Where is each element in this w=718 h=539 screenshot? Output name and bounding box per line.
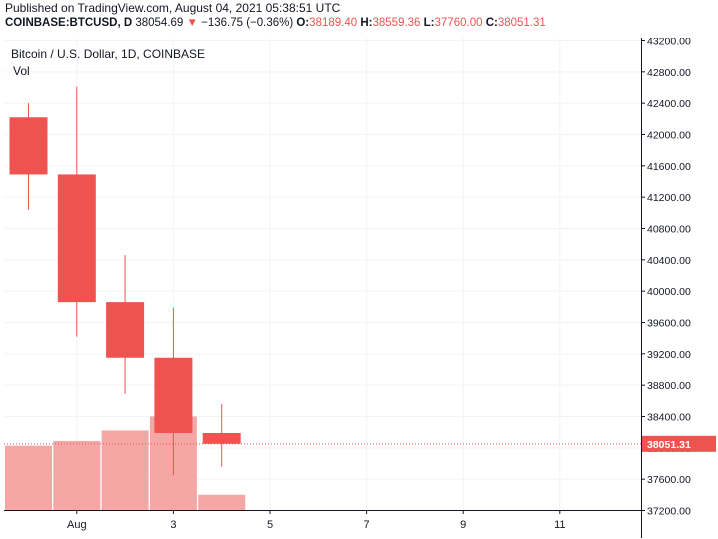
candle-body <box>154 357 193 433</box>
price-tick-label: 42800.00 <box>647 67 691 79</box>
price-tick-label: 37200.00 <box>647 506 691 518</box>
last-price-tag <box>642 435 716 452</box>
volume-bar <box>101 430 149 510</box>
price-tick-label: 37600.00 <box>647 474 691 486</box>
price-tick-label: 38400.00 <box>647 412 691 424</box>
chart-header: Published on TradingView.com, August 04,… <box>0 0 718 38</box>
close-value: 38051.31 <box>497 17 546 29</box>
time-tick-label: Aug <box>67 519 87 531</box>
open-label: O: <box>296 17 310 29</box>
candle-body <box>202 432 241 444</box>
price-tick-label: 39600.00 <box>647 318 691 330</box>
price-tick-label: 43200.00 <box>647 38 691 48</box>
high-label: H: <box>360 17 373 29</box>
price-tick-label: 42400.00 <box>647 98 691 110</box>
down-arrow-icon: ▼ <box>186 17 198 29</box>
low-value: 37760.00 <box>434 17 483 29</box>
volume-bar <box>5 445 52 510</box>
time-tick-label: 9 <box>460 519 466 531</box>
price-tick-label: 40000.00 <box>647 286 691 298</box>
published-caption: Published on TradingView.com, August 04,… <box>5 1 341 15</box>
quote-line: COINBASE:BTCUSD, D 38054.69 ▼ −136.75 (−… <box>5 17 546 29</box>
time-tick-label: 3 <box>170 519 176 531</box>
close-label: C: <box>485 17 498 29</box>
high-value: 38559.36 <box>372 17 421 29</box>
price-tick-label: 41200.00 <box>647 192 691 204</box>
candle-body <box>57 174 96 303</box>
price-tick-label: 40800.00 <box>647 224 691 236</box>
candlestick-chart[interactable]: 37200.0037600.0038000.0038400.0038800.00… <box>4 38 717 538</box>
series-legend-title[interactable]: Bitcoin / U.S. Dollar, 1D, COINBASE <box>11 47 206 61</box>
last-price-tag-label: 38051.31 <box>647 439 691 451</box>
price-tick-label: 42000.00 <box>647 130 691 142</box>
candle-body <box>106 302 145 358</box>
volume-bar <box>53 440 101 510</box>
chart-frame[interactable]: 37200.0037600.0038000.0038400.0038800.00… <box>4 38 717 538</box>
volume-legend-label[interactable]: Vol <box>13 64 30 78</box>
volume-bar <box>198 494 246 510</box>
symbol-label: COINBASE:BTCUSD, D <box>5 17 133 29</box>
time-tick-label: 11 <box>554 519 565 531</box>
last-price-value: 38054.69 <box>135 17 184 29</box>
time-tick-label: 7 <box>364 519 370 531</box>
candle-body <box>9 117 48 175</box>
price-tick-label: 40400.00 <box>647 255 691 267</box>
open-value: 38189.40 <box>309 17 358 29</box>
time-tick-label: 5 <box>267 519 273 531</box>
low-label: L: <box>423 17 435 29</box>
price-tick-label: 39200.00 <box>647 349 691 361</box>
price-tick-label: 41600.00 <box>647 161 691 173</box>
price-tick-label: 38800.00 <box>647 380 691 392</box>
change-value: −136.75 (−0.36%) <box>201 17 294 29</box>
